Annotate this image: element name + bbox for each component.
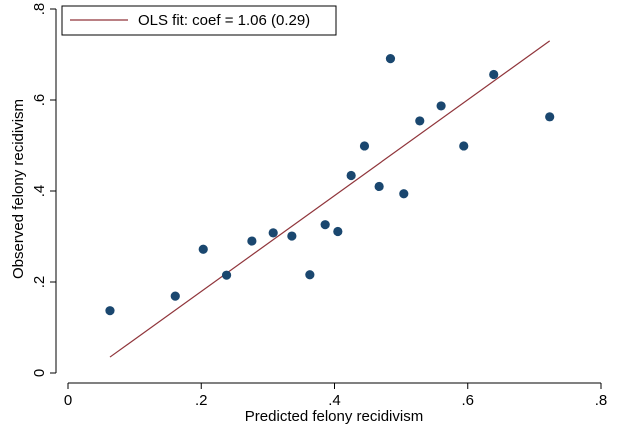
data-point (385, 53, 396, 64)
x-tick-label: .6 (461, 392, 474, 409)
data-point (105, 306, 115, 316)
ols-fit-line (109, 40, 551, 358)
fit-line-layer (109, 40, 551, 358)
data-point (305, 270, 315, 280)
data-point (436, 101, 446, 111)
data-point (287, 231, 297, 241)
x-tick-label: .2 (195, 392, 208, 409)
axes: 0 .2 .4 .6 .8 0 .2 .4 .6 .8 (31, 3, 607, 409)
data-point (198, 244, 208, 254)
y-tick-label: .4 (31, 185, 48, 198)
legend: OLS fit: coef = 1.06 (0.29) (61, 5, 337, 36)
data-point (489, 69, 499, 80)
data-point (320, 220, 330, 230)
x-tick-label: 0 (64, 392, 72, 409)
data-point (359, 141, 370, 151)
data-point (346, 170, 356, 181)
x-tick-label: .8 (595, 392, 608, 409)
data-point (415, 116, 425, 126)
data-point (399, 189, 409, 199)
data-point (374, 181, 384, 192)
data-point (545, 112, 555, 122)
y-tick-label: .8 (31, 3, 48, 16)
data-point (247, 236, 257, 246)
points-layer (105, 53, 555, 316)
data-point (459, 141, 469, 151)
x-tick-label: .4 (328, 392, 341, 409)
y-tick-label: 0 (31, 369, 48, 377)
y-tick-label: .2 (31, 276, 48, 289)
y-axis-title: Observed felony recidivism (10, 99, 27, 279)
y-tick-label: .6 (31, 94, 48, 107)
legend-fit-label: OLS fit: coef = 1.06 (0.29) (138, 12, 310, 29)
data-point (170, 291, 180, 301)
x-axis-title: Predicted felony recidivism (245, 408, 423, 425)
data-point (221, 270, 232, 280)
data-point (268, 228, 278, 238)
data-point (333, 226, 343, 237)
